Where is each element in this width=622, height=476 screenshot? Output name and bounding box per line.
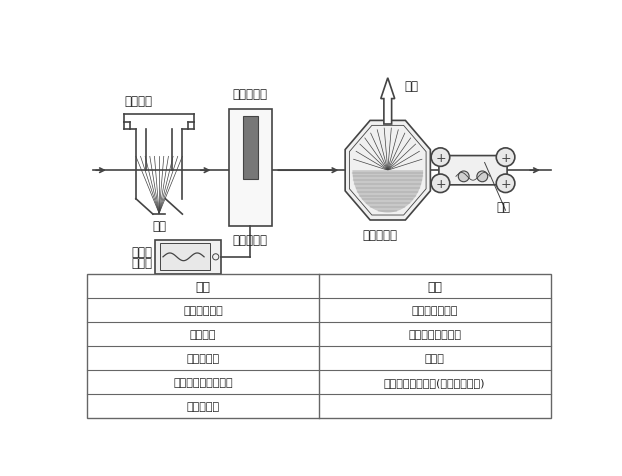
Text: 厌氧消化池: 厌氧消化池 <box>363 229 397 242</box>
Text: 不产生臭味: 不产生臭味 <box>187 401 220 411</box>
Text: +: + <box>500 151 511 164</box>
Bar <box>243 117 258 180</box>
Circle shape <box>431 149 450 167</box>
Text: 反应时间短: 反应时间短 <box>187 353 220 363</box>
Text: +: + <box>435 151 446 164</box>
FancyBboxPatch shape <box>439 156 507 186</box>
Circle shape <box>458 172 469 182</box>
Bar <box>160 244 210 271</box>
Polygon shape <box>353 171 423 213</box>
Text: 优点: 优点 <box>195 280 210 293</box>
Text: 超声波探头: 超声波探头 <box>232 88 267 100</box>
Text: +: + <box>500 178 511 190</box>
Text: 高能耗: 高能耗 <box>425 353 445 363</box>
Circle shape <box>496 175 515 193</box>
Circle shape <box>431 175 450 193</box>
Text: 浓缩: 浓缩 <box>152 220 166 233</box>
Text: 脱水: 脱水 <box>496 200 510 213</box>
Text: 沼气: 沼气 <box>405 80 419 93</box>
Circle shape <box>477 172 488 182</box>
Text: +: + <box>435 178 446 190</box>
Text: 需定时替换声电极: 需定时替换声电极 <box>408 329 461 339</box>
Text: 可抑制消化池的泡沫: 可抑制消化池的泡沫 <box>173 377 233 387</box>
Text: 系统紧凑: 系统紧凑 <box>190 329 216 339</box>
Polygon shape <box>345 121 430 220</box>
Text: 剩余污泥: 剩余污泥 <box>124 95 152 108</box>
Text: 缺点: 缺点 <box>427 280 442 293</box>
Text: 超声波: 超声波 <box>131 246 152 258</box>
Circle shape <box>496 149 515 167</box>
Text: 发生器: 发生器 <box>131 256 152 269</box>
Text: 接触反应器: 接触反应器 <box>232 234 267 247</box>
Polygon shape <box>381 79 395 125</box>
Bar <box>87 275 550 418</box>
Text: 已工程化应用: 已工程化应用 <box>183 306 223 316</box>
Bar <box>229 109 271 226</box>
Bar <box>156 240 221 275</box>
Text: 声电极易被腐蚀: 声电极易被腐蚀 <box>411 306 458 316</box>
Text: 降低污泥沉降性能(高能量输入时): 降低污泥沉降性能(高能量输入时) <box>384 377 485 387</box>
